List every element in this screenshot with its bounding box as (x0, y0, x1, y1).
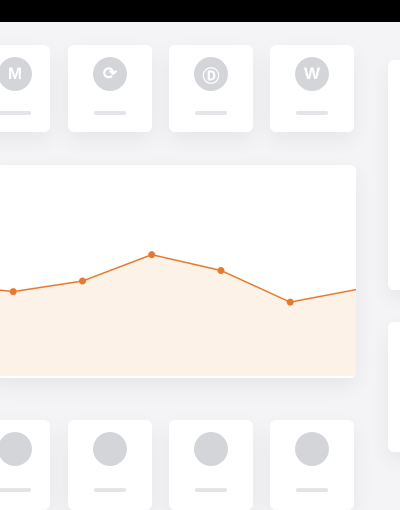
tile-label-placeholder (94, 111, 126, 115)
app-tile-2[interactable]: ⟳ (68, 45, 152, 132)
chart-point-1 (10, 288, 17, 295)
tile-label-placeholder (0, 111, 31, 115)
tile-label-placeholder (195, 488, 227, 492)
app-tile-4[interactable]: W (270, 45, 354, 132)
tile-label-placeholder (195, 111, 227, 115)
app-tile-1[interactable]: M (0, 45, 50, 132)
app-tile-6[interactable] (68, 420, 152, 510)
side-panel-top (388, 60, 400, 290)
tile-label-placeholder (94, 488, 126, 492)
placeholder-icon (295, 432, 329, 466)
tile-label-placeholder (296, 488, 328, 492)
chrome-icon: ⟳ (93, 57, 127, 91)
placeholder-icon (93, 432, 127, 466)
chart-area-fill (0, 255, 356, 376)
chart-point-2 (79, 278, 86, 285)
chart-point-3 (148, 251, 155, 258)
tile-label-placeholder (296, 111, 328, 115)
placeholder-icon (194, 432, 228, 466)
app-tile-8[interactable] (270, 420, 354, 510)
top-black-bar (0, 0, 400, 22)
chart-point-5 (287, 299, 294, 306)
chart-point-4 (217, 267, 224, 274)
app-tile-3[interactable]: Ⓓ (169, 45, 253, 132)
app-tile-7[interactable] (169, 420, 253, 510)
chart-card (0, 165, 356, 378)
gmail-icon: M (0, 57, 32, 91)
d-icon: Ⓓ (194, 57, 228, 91)
tile-label-placeholder (0, 488, 31, 492)
side-panel-bottom (388, 322, 400, 452)
w-icon: W (295, 57, 329, 91)
app-tile-5[interactable] (0, 420, 50, 510)
area-chart (0, 165, 356, 378)
placeholder-icon (0, 432, 32, 466)
